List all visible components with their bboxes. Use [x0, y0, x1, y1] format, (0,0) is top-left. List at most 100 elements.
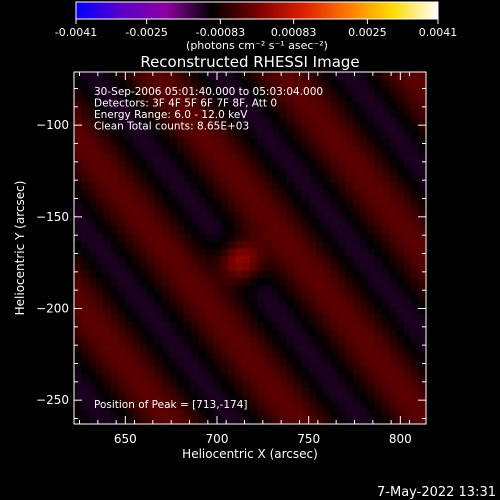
heatmap-cell — [176, 365, 185, 374]
heatmap-cell — [184, 372, 192, 381]
heatmap-cell — [411, 409, 420, 418]
heatmap-cell — [132, 306, 141, 315]
heatmap-cell — [140, 86, 148, 95]
heatmap-cell — [140, 402, 148, 410]
heatmap-cell — [345, 189, 354, 198]
heatmap-cell — [264, 255, 273, 264]
heatmap-cell — [286, 123, 295, 132]
heatmap-cell — [389, 306, 398, 315]
heatmap-cell — [154, 328, 163, 337]
heatmap-cell — [184, 336, 192, 344]
heatmap-cell — [110, 138, 119, 146]
heatmap-cell — [418, 152, 426, 161]
heatmap-cell — [338, 189, 346, 198]
heatmap-cell — [330, 306, 339, 315]
heatmap-cell — [88, 86, 97, 95]
heatmap-cell — [411, 350, 420, 359]
heatmap-cell — [220, 108, 229, 117]
heatmap-cell — [103, 79, 112, 88]
heatmap-cell — [220, 336, 229, 344]
heatmap-cell — [330, 314, 339, 322]
heatmap-cell — [213, 123, 222, 132]
heatmap-cell — [330, 174, 339, 183]
colorbar-tick-label: 0.00083 — [271, 26, 317, 39]
heatmap-cell — [323, 306, 332, 315]
heatmap-cell — [81, 365, 90, 374]
heatmap-cell — [147, 72, 156, 80]
heatmap-cell — [96, 299, 104, 308]
heatmap-cell — [345, 284, 354, 293]
heatmap-cell — [323, 108, 332, 117]
heatmap-cell — [184, 152, 192, 161]
heatmap-cell — [88, 314, 97, 322]
heatmap-cell — [301, 167, 310, 176]
heatmap-cell — [396, 160, 405, 168]
heatmap-cell — [264, 94, 273, 102]
heatmap-cell — [198, 240, 207, 249]
heatmap-cell — [352, 328, 361, 337]
heatmap-cell — [411, 116, 420, 124]
heatmap-cell — [360, 284, 368, 293]
heatmap-cell — [162, 409, 170, 418]
heatmap-cell — [176, 277, 185, 286]
heatmap-cell — [360, 211, 368, 220]
heatmap-cell — [147, 240, 156, 249]
heatmap-cell — [338, 240, 346, 249]
heatmap-cell — [360, 94, 368, 102]
heatmap-cell — [411, 123, 420, 132]
heatmap-cell — [301, 248, 310, 256]
heatmap-cell — [272, 380, 280, 388]
heatmap-cell — [147, 116, 156, 124]
heatmap-cell — [154, 138, 163, 146]
heatmap-cell — [352, 284, 361, 293]
heatmap-cell — [184, 86, 192, 95]
heatmap-cell — [264, 218, 273, 227]
heatmap-cell — [191, 321, 200, 330]
heatmap-cell — [352, 211, 361, 220]
heatmap-cell — [389, 101, 398, 110]
heatmap-cell — [242, 248, 251, 256]
heatmap-cell — [125, 358, 134, 366]
heatmap-cell — [396, 314, 405, 322]
heatmap-cell — [286, 284, 295, 293]
heatmap-cell — [206, 336, 214, 344]
heatmap-cell — [81, 123, 90, 132]
heatmap-cell — [191, 292, 200, 300]
heatmap-cell — [147, 394, 156, 403]
heatmap-cell — [125, 299, 134, 308]
heatmap-cell — [191, 306, 200, 315]
heatmap-cell — [352, 277, 361, 286]
heatmap-cell — [81, 167, 90, 176]
heatmap-cell — [206, 255, 214, 264]
heatmap-cell — [352, 314, 361, 322]
heatmap-cell — [169, 130, 178, 139]
heatmap-cell — [382, 372, 390, 381]
heatmap-cell — [286, 409, 295, 418]
heatmap-cell — [184, 211, 192, 220]
heatmap-cell — [184, 380, 192, 388]
heatmap-cell — [103, 189, 112, 198]
heatmap-cell — [367, 174, 376, 183]
heatmap-cell — [162, 72, 170, 80]
heatmap-cell — [279, 218, 288, 227]
heatmap-cell — [118, 284, 126, 293]
heatmap-cell — [316, 145, 324, 154]
heatmap-cell — [330, 299, 339, 308]
heatmap-cell — [198, 226, 207, 234]
heatmap-cell — [220, 94, 229, 102]
heatmap-cell — [235, 174, 244, 183]
heatmap-cell — [323, 116, 332, 124]
heatmap-cell — [250, 189, 258, 198]
heatmap-cell — [360, 72, 368, 80]
heatmap-cell — [74, 409, 82, 418]
heatmap-cell — [176, 321, 185, 330]
heatmap-cell — [257, 72, 266, 80]
heatmap-cell — [330, 233, 339, 242]
heatmap-cell — [206, 167, 214, 176]
heatmap-cell — [389, 380, 398, 388]
heatmap-cell — [257, 284, 266, 293]
heatmap-cell — [235, 138, 244, 146]
heatmap-cell — [389, 394, 398, 403]
heatmap-cell — [228, 72, 236, 80]
heatmap-cell — [220, 328, 229, 337]
